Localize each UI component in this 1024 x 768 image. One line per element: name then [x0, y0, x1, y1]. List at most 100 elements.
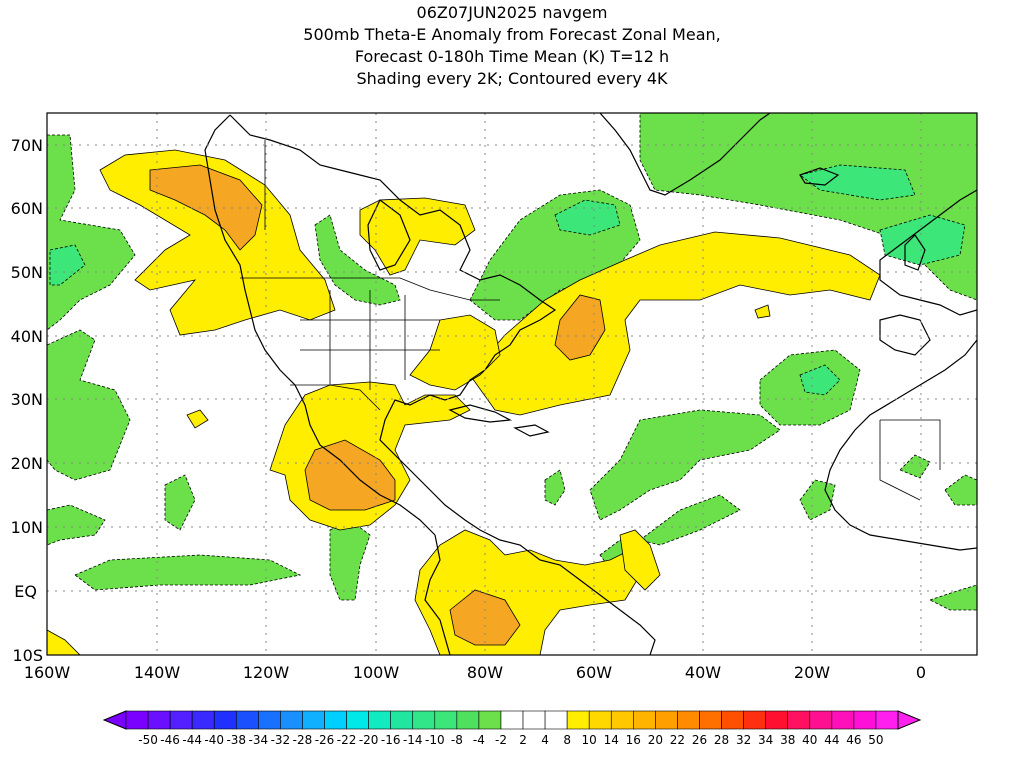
lon-label: 120W: [243, 663, 290, 682]
colorbar-label: -14: [403, 733, 423, 747]
negative-anomaly-west-pacific: [47, 134, 136, 331]
lat-label: 30N: [11, 390, 43, 409]
lon-label: 100W: [353, 663, 400, 682]
negative-anomaly-core-pacific: [49, 244, 86, 286]
title-line-3: Forecast 0-180h Time Mean (K) T=12 h: [354, 47, 670, 66]
coastline-west-north-america: [204, 114, 436, 536]
colorbar-swatch: [147, 710, 171, 730]
border-us-mexico: [290, 384, 381, 411]
colorbar-label: 44: [824, 733, 839, 747]
political-borders: [240, 140, 941, 501]
negative-anomaly-core-scandinavia: [879, 214, 966, 266]
map-title: 06Z07JUN2025 navgem 500mb Theta-E Anomal…: [0, 2, 1024, 90]
colorbar-swatch: [809, 710, 833, 730]
colorbar-label: 8: [563, 733, 571, 747]
colorbar-label: -32: [271, 733, 291, 747]
negative-anomaly-tropical-pacific-band: [74, 554, 302, 591]
colorbar-label: 16: [626, 733, 641, 747]
positive-anomaly-core-atlantic: [554, 294, 606, 361]
negative-anomaly-pacific-blob: [164, 474, 196, 531]
lat-label: 60N: [11, 199, 43, 218]
positive-anomaly-southeast-us: [409, 314, 501, 391]
lat-label: 20N: [11, 454, 43, 473]
colorbar-swatch: [610, 710, 634, 730]
border-africa-1: [879, 419, 941, 501]
colorbar-swatch: [169, 710, 193, 730]
negative-anomaly-caribbean: [544, 469, 566, 506]
colorbar-label: -8: [451, 733, 463, 747]
colorbar-label: 10: [582, 733, 597, 747]
colorbar-label: -46: [160, 733, 180, 747]
colorbar-swatch: [500, 710, 524, 730]
colorbar-swatch: [677, 710, 700, 730]
title-line-4: Shading every 2K; Contoured every 4K: [356, 69, 668, 88]
negative-anomaly-greenland: [639, 113, 977, 301]
title-line-1: 06Z07JUN2025 navgem: [416, 3, 608, 22]
colorbar-swatch: [721, 710, 744, 730]
coastline-hispaniola: [513, 424, 550, 437]
latitude-labels: 70N 60N 50N 40N 30N 20N 10N EQ 10S: [11, 136, 43, 665]
colorbar-swatch: [191, 710, 215, 730]
lat-label: 70N: [11, 136, 43, 155]
colorbar-swatch: [655, 710, 678, 730]
colorbar-label: 14: [604, 733, 619, 747]
colorbar-swatch: [213, 710, 237, 730]
lat-label: 40N: [11, 327, 43, 346]
colorbar-label: -26: [315, 733, 335, 747]
colorbar-swatch: [412, 710, 436, 730]
colorbar-label: 26: [692, 733, 707, 747]
colorbar-swatch: [699, 710, 722, 730]
colorbar-swatch: [456, 710, 480, 730]
colorbar-swatch: [346, 710, 369, 730]
colorbar-swatch: [434, 710, 458, 730]
lon-label: 60W: [576, 663, 612, 682]
colorbar-label: 28: [714, 733, 729, 747]
colorbar-label: -20: [359, 733, 379, 747]
plot-frame: [46, 112, 978, 656]
negative-anomaly-sahel: [944, 474, 977, 506]
colorbar-swatch: [235, 710, 259, 730]
coastline-greenland: [599, 113, 771, 196]
negative-anomaly-core-labrador: [554, 199, 621, 236]
negative-anomaly-subtropical-atlantic: [639, 494, 741, 546]
anomaly-shading: [47, 113, 977, 655]
colorbar-swatch: [280, 710, 303, 730]
lat-label: EQ: [14, 582, 37, 601]
colorbar-swatch: [743, 710, 766, 730]
colorbar-label: -44: [182, 733, 202, 747]
negative-anomaly-core-azores: [799, 364, 841, 396]
border-us-canada: [240, 277, 500, 301]
colorbar-label: 2: [519, 733, 527, 747]
negative-anomaly-pacific-west-edge: [47, 504, 106, 546]
coastline-south-america-west: [424, 534, 451, 655]
colorbar-swatch: [478, 710, 502, 730]
positive-anomaly-guiana: [619, 529, 661, 591]
colorbar-label: 40: [802, 733, 817, 747]
positive-anomaly-hudson-bay: [359, 197, 476, 276]
coastline-africa: [824, 339, 977, 551]
coastline-europe: [879, 189, 977, 316]
coastline-north-america: [229, 114, 656, 655]
colorbar-swatch: [765, 710, 789, 730]
lon-label: 140W: [134, 663, 181, 682]
colorbar-swatch: [588, 710, 612, 730]
coastlines: [204, 113, 977, 655]
colorbar-label: 20: [648, 733, 663, 747]
border-us-states-1: [300, 290, 440, 390]
lon-label: 0: [916, 663, 926, 682]
positive-anomaly-small-atlantic: [754, 304, 771, 319]
colorbar-label: -16: [381, 733, 401, 747]
positive-anomaly-southwest-pacific: [47, 629, 81, 655]
colorbar-swatch: [125, 710, 149, 730]
colorbar-swatch: [324, 710, 347, 730]
lon-label: 160W: [24, 663, 71, 682]
coastline-hudson-bay: [367, 199, 411, 271]
colorbar-swatch: [368, 710, 391, 730]
colorbar-label: -4: [473, 733, 485, 747]
negative-anomaly-core-greenland: [799, 164, 916, 201]
colorbar-label: 46: [846, 733, 861, 747]
colorbar-label: 22: [670, 733, 685, 747]
colorbar-label: 34: [758, 733, 773, 747]
lat-label: 10S: [12, 646, 43, 665]
